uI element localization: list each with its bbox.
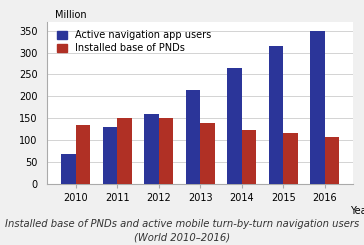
Bar bbox=[325, 136, 339, 184]
Bar bbox=[227, 68, 242, 184]
Bar bbox=[283, 133, 298, 184]
Bar bbox=[186, 90, 200, 184]
Bar bbox=[117, 118, 132, 184]
Bar bbox=[61, 154, 76, 184]
Bar bbox=[242, 130, 256, 184]
Text: Year: Year bbox=[349, 207, 364, 217]
Bar bbox=[310, 31, 325, 184]
Bar bbox=[103, 127, 117, 184]
Bar bbox=[200, 122, 215, 184]
Bar bbox=[159, 118, 173, 184]
Bar bbox=[76, 125, 90, 184]
Bar bbox=[269, 46, 283, 184]
Bar bbox=[144, 114, 159, 184]
Text: Installed base of PNDs and active mobile turn-by-turn navigation users
(World 20: Installed base of PNDs and active mobile… bbox=[5, 219, 359, 243]
Text: Million: Million bbox=[55, 10, 87, 20]
Legend: Active navigation app users, Installed base of PNDs: Active navigation app users, Installed b… bbox=[55, 28, 213, 55]
